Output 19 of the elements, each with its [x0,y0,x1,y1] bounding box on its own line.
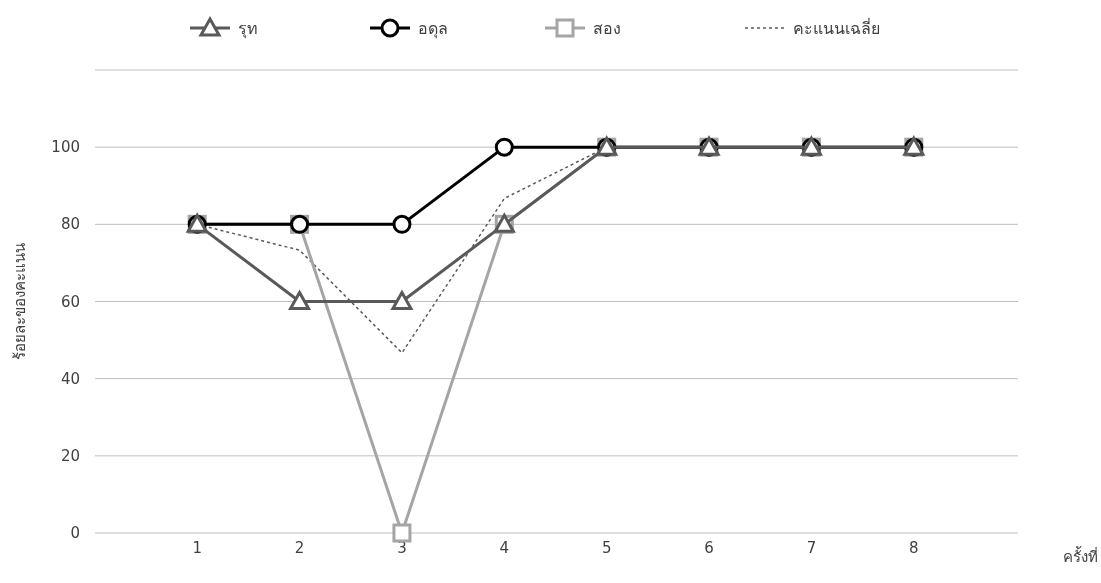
x-tick-label: 7 [806,539,817,557]
legend-label: อดุล [418,19,448,39]
x-tick-label: 6 [704,539,714,557]
y-tick-label: 100 [51,138,80,157]
x-axis-title: ครั้งที่ [1063,546,1098,566]
x-tick-label: 5 [601,539,612,557]
x-tick-label: 8 [909,539,919,557]
y-tick-label: 60 [60,292,80,311]
y-tick-label: 0 [70,524,80,542]
y-axis-title: ร้อยละของคะแนน [11,243,29,360]
y-tick-label: 40 [60,369,80,388]
legend-label: คะแนนเฉลี่ย [793,17,880,38]
y-tick-label: 80 [60,215,80,234]
x-tick-label: 4 [499,539,510,557]
legend-label: รุท [238,19,258,39]
x-tick-label: 2 [294,539,305,557]
legend-label: สอง [593,19,621,38]
y-tick-label: 20 [60,446,80,465]
x-tick-label: 1 [192,539,202,557]
